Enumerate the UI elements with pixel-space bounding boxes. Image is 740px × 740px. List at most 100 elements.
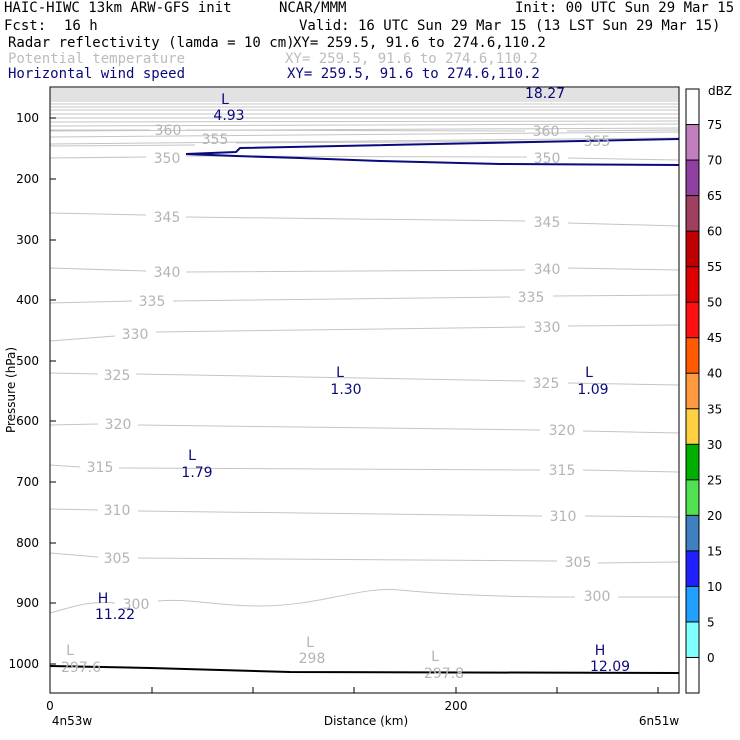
colorbar-swatch-75 (686, 124, 699, 161)
theta-label-340-left: 340 (154, 265, 181, 281)
wind-contour-upper (185, 138, 680, 155)
theta-min-1-type: L (66, 643, 74, 659)
forecast-value: 16 h (64, 18, 98, 34)
wind-min-4-value: 1.79 (181, 465, 212, 481)
theta-contour-345 (49, 212, 680, 227)
colorbar-swatch-20 (686, 515, 699, 551)
y-tick-label-400: 400 (16, 293, 39, 307)
colorbar-swatch-0 (686, 657, 699, 693)
theta-label-305-left: 305 (104, 551, 131, 567)
field2-coords: XY= 259.5, 91.6 to 274.6,110.2 (285, 51, 538, 67)
y-tick-label-900: 900 (16, 596, 39, 610)
wind-contours (185, 138, 680, 166)
theta-min-3-type: L (431, 649, 439, 665)
colorbar-level-30: 30 (707, 438, 722, 452)
y-axis-title: Pressure (hPa) (4, 347, 18, 433)
y-tick-label-600: 600 (16, 414, 39, 428)
theta-label-335-left: 335 (139, 294, 166, 310)
theta-label-345-left: 345 (154, 210, 181, 226)
theta-label-310-right: 310 (550, 509, 577, 525)
colorbar-swatch-65 (686, 195, 699, 232)
theta-label-350-left: 350 (154, 151, 181, 167)
wind-min-2-type: L (336, 365, 344, 381)
y-tick-label-300: 300 (16, 233, 39, 247)
theta-contour-330 (49, 324, 680, 342)
init-time: Init: 00 UTC Sun 29 Mar 15 (515, 0, 735, 16)
colorbar-swatch-50 (686, 302, 699, 338)
wind-maximum-value: 18.27 (525, 86, 565, 102)
x-axis-ticks (151, 687, 659, 693)
theta-min-3-value: 297.8 (424, 666, 464, 682)
colorbar-swatch-15 (686, 550, 699, 587)
y-tick-label-100: 100 (16, 111, 39, 125)
theta-label-320-left: 320 (105, 417, 132, 433)
y-tick-label-800: 800 (16, 536, 39, 550)
x-tick-label-0: 0 (46, 699, 54, 713)
field1-name: Radar reflectivity (lamda = 10 cm) (8, 35, 295, 51)
theta-contour-320 (49, 423, 680, 434)
field2-name: Potential temperature (8, 51, 186, 67)
colorbar-level-45: 45 (707, 331, 722, 345)
y-axis-ticks (50, 117, 56, 665)
theta-labels: 360 360 355 355 350 350 345 345 340 340 … (87, 123, 611, 613)
colorbar-swatch-5 (686, 621, 699, 658)
colorbar-swatch-60 (686, 231, 699, 267)
wind-min-2-value: 1.30 (330, 382, 361, 398)
colorbar-swatch-45 (686, 337, 699, 374)
theta-label-330-right: 330 (534, 320, 561, 336)
theta-contour-315 (49, 464, 680, 473)
colorbar-level-65: 65 (707, 189, 722, 203)
theta-contour-310 (49, 508, 680, 518)
colorbar-swatch-70 (686, 160, 699, 196)
theta-label-340-right: 340 (534, 262, 561, 278)
colorbar-level-25: 25 (707, 473, 722, 487)
field3-name: Horizontal wind speed (8, 66, 186, 82)
theta-label-355-left: 355 (202, 132, 229, 148)
valid-time: Valid: 16 UTC Sun 29 Mar 15 (13 LST Sun … (299, 18, 721, 34)
theta-label-325-left: 325 (104, 368, 131, 384)
wind-min-3-value: 1.09 (577, 382, 608, 398)
wind-min-1-value: 4.93 (213, 108, 244, 124)
theta-label-360-right: 360 (533, 124, 560, 140)
x-axis-title: Distance (km) (324, 714, 408, 728)
colorbar-swatch-40 (686, 373, 699, 409)
colorbar-level-60: 60 (707, 225, 722, 239)
theta-label-345-right: 345 (534, 215, 561, 231)
theta-label-350-right: 350 (534, 151, 561, 167)
colorbar-level-20: 20 (707, 509, 722, 523)
theta-min-1-value: 297.6 (61, 660, 101, 676)
wind-min-4-type: L (188, 448, 196, 464)
colorbar-level-10: 10 (707, 580, 722, 594)
colorbar-frame (685, 88, 700, 694)
wind-max-1-value: 11.22 (95, 607, 135, 623)
theta-extrema: L 297.6 L 298 L 297.8 (61, 635, 464, 682)
x-endpoint-right: 6n51w (639, 714, 680, 728)
x-tick-label-200: 200 (445, 699, 468, 713)
theta-contour-360 (50, 129, 680, 132)
theta-label-305-right: 305 (565, 555, 592, 571)
plot-frame (49, 86, 680, 694)
theta-contours (49, 129, 680, 614)
colorbar-level-55: 55 (707, 260, 722, 274)
field1-coords: XY= 259.5, 91.6 to 274.6,110.2 (293, 35, 546, 51)
x-axis-labels: 0 200 4n53w Distance (km) 6n51w (46, 699, 679, 728)
theta-label-330-left: 330 (122, 327, 149, 343)
theta-contour-340 (49, 267, 680, 273)
colorbar-level-15: 15 (707, 544, 722, 558)
wind-max-1-type: H (98, 591, 109, 607)
theta-label-315-left: 315 (87, 460, 114, 476)
y-tick-label-200: 200 (16, 172, 39, 186)
theta-min-2-type: L (306, 635, 314, 651)
theta-label-355-right: 355 (584, 134, 611, 150)
theta-label-310-left: 310 (104, 503, 131, 519)
wind-max-2-value: 12.09 (590, 659, 630, 675)
colorbar-level-5: 5 (707, 615, 715, 629)
model-title: HAIC-HIWC 13km ARW-GFS init (4, 0, 232, 16)
theta-label-335-right: 335 (518, 290, 545, 306)
colorbar-swatch-55 (686, 266, 699, 303)
forecast-label: Fcst: (4, 18, 47, 34)
theta-contour-300 (49, 588, 679, 614)
colorbar-level-50: 50 (707, 296, 722, 310)
y-tick-label-700: 700 (16, 475, 39, 489)
